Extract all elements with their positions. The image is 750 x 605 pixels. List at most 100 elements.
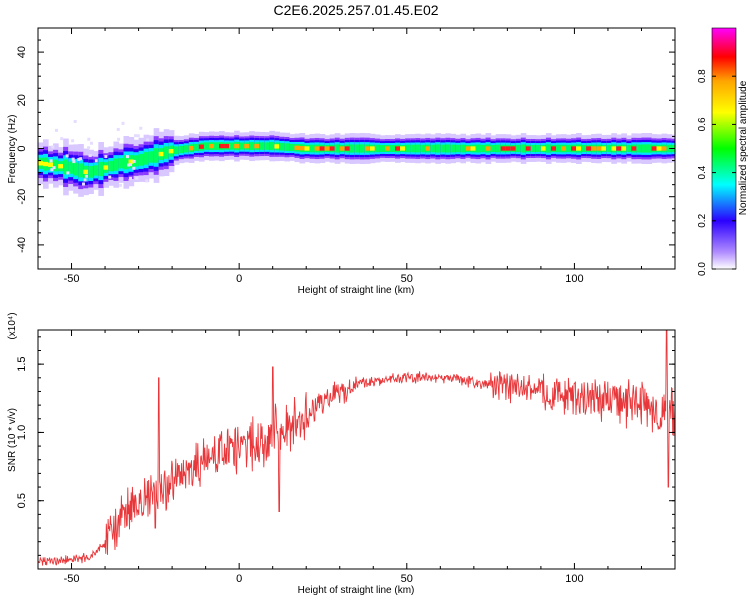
heatmap-cell [661,146,668,151]
heatmap-cell [545,144,552,153]
heatmap-cell [656,146,663,151]
heatmap-cell [520,144,527,153]
heatmap-cell [540,146,547,151]
heatmap-cell [54,128,58,132]
heatmap-cell [118,158,125,169]
heatmap-cell [121,121,125,125]
heatmap-cell [374,144,381,153]
spectrogram-y-tick-label: 40 [16,46,28,58]
heatmap-cell [73,162,79,176]
heatmap-cell [369,146,376,151]
heatmap-cell [83,169,89,175]
heatmap-cell [535,145,542,152]
snr-y-multiplier: (x10⁴) [7,312,18,339]
snr-x-axis-label: Height of straight line (km) [298,585,415,596]
heatmap-cell [334,144,341,153]
heatmap-cell [636,144,643,153]
snr-frame [37,329,676,570]
heatmap-cell [127,163,131,167]
heatmap-cell [87,137,91,141]
heatmap-cell [561,146,567,151]
colorbar-tick-label: 0.8 [697,69,708,83]
heatmap-cell [93,165,99,176]
heatmap-cell [379,145,386,152]
heatmap-cell [143,152,150,165]
heatmap-cell [475,144,482,153]
heatmap-marks [38,119,675,197]
heatmap-cell [94,159,98,163]
heatmap-cell [510,146,517,151]
heatmap-cell [395,146,401,151]
heatmap-cell [68,161,74,174]
snr-y-tick-label: 1.0 [16,425,28,440]
heatmap-cell [309,144,316,153]
heatmap-cell [158,151,165,157]
heatmap-cell [117,137,121,141]
heatmap-cell [304,146,311,151]
heatmap-cell [299,146,306,151]
heatmap-cell [249,142,255,151]
heatmap-cell [193,143,200,151]
heatmap-cell [500,146,507,151]
heatmap-cell [203,142,210,150]
heatmap-cell [425,146,431,151]
heatmap-cell [168,148,175,154]
heatmap-cell [435,144,441,153]
heatmap-cell [77,157,81,161]
snr-x-tick-label: 50 [401,573,413,585]
heatmap-cell [566,144,572,153]
snr-y-ticks: 0.5 1.0 1.5 [16,336,675,556]
heatmap-cell [601,146,607,151]
heatmap-cell [430,144,436,153]
heatmap-cell [188,145,195,151]
heatmap-cell [129,163,133,167]
heatmap-cell [123,155,130,170]
heatmap-cell [505,146,512,151]
heatmap-cell [89,141,93,145]
heatmap-cell [450,144,457,153]
heatmap-cell [405,144,411,153]
heatmap-cell [52,166,56,170]
heatmap-cell [359,144,366,153]
heatmap-cell [133,155,140,167]
heatmap-cell [445,144,451,153]
heatmap-cell [183,145,190,153]
heatmap-cell [224,143,230,149]
heatmap-cell [410,144,416,153]
heatmap-cell [264,142,270,150]
heatmap-cell [132,166,136,170]
heatmap-cell [58,164,64,169]
heatmap-cell [480,144,487,153]
heatmap-cell [125,155,129,159]
heatmap-cell [576,146,582,151]
heatmap-cell [53,159,59,172]
heatmap-cell [43,161,49,167]
heatmap-cell [621,146,627,151]
heatmap-cell [71,157,75,161]
heatmap-cell [319,146,326,151]
heatmap-cell [132,159,136,163]
spectrogram-y-tick-label: -40 [16,237,28,253]
spectrogram-x-ticks: -50 0 50 100 [37,28,676,285]
heatmap-cell [284,143,291,151]
spectrogram-y-tick-label: -20 [16,189,28,205]
heatmap-cell [88,154,92,158]
heatmap-cell [239,142,245,150]
heatmap-cell [178,146,185,154]
colorbar-tick-label: 0.6 [697,117,708,131]
heatmap-cell [289,143,296,152]
heatmap-cell [626,145,633,152]
heatmap-cell [135,176,139,180]
heatmap-cell [400,146,406,151]
heatmap-cell [108,160,115,172]
snr-y-tick-label: 0.5 [16,493,28,508]
heatmap-cell [490,145,497,152]
heatmap-cell [515,144,522,153]
heatmap-cell [136,134,140,138]
heatmap-cell [525,146,532,151]
heatmap-cell [329,146,336,151]
colorbar-tick-label: 0.4 [697,165,708,179]
colorbar-label: Normalized spectral amplitude [738,80,749,215]
